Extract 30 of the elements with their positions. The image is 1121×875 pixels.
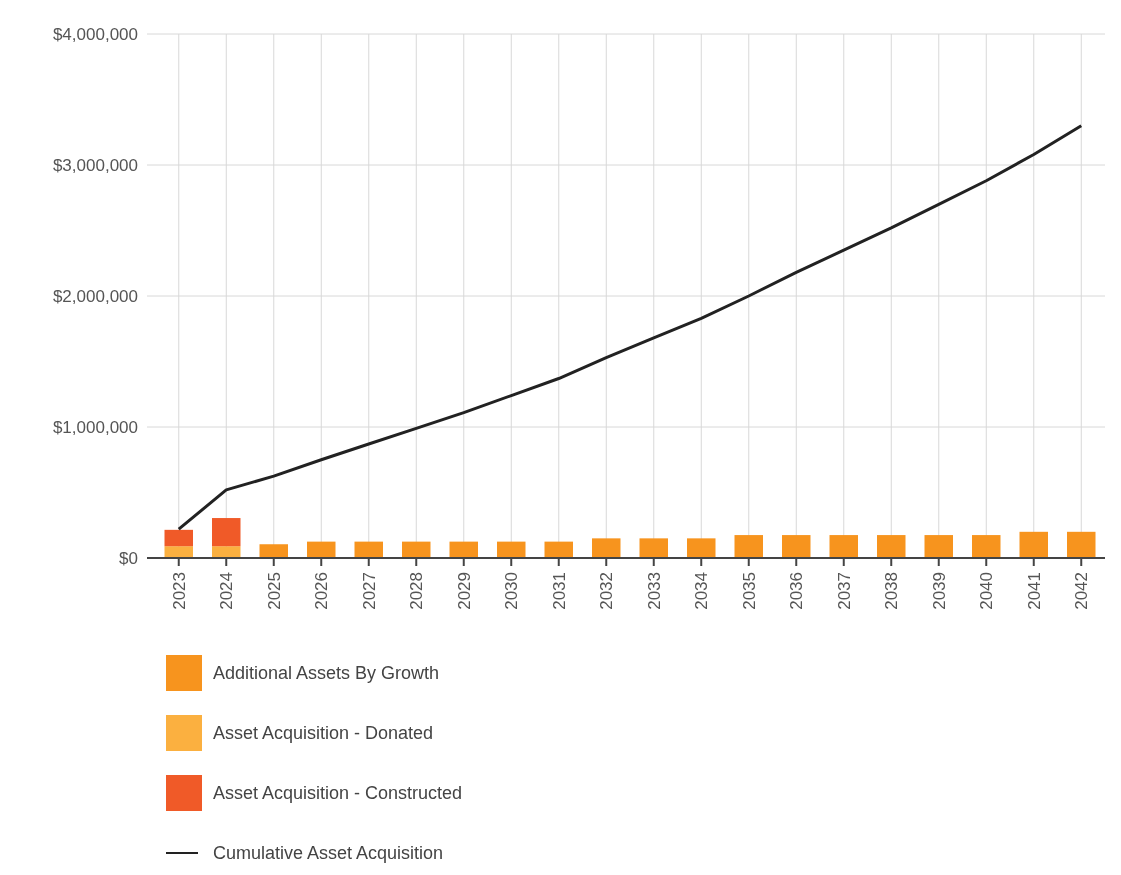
legend-label: Asset Acquisition - Donated — [213, 723, 434, 744]
x-tick-label: 2023 — [169, 572, 189, 610]
x-tick-label: 2038 — [882, 572, 902, 610]
y-tick-label: $1,000,000 — [52, 417, 138, 437]
x-tick-label: 2031 — [549, 572, 569, 610]
legend-label: Additional Assets By Growth — [213, 663, 440, 684]
x-tick-label: 2035 — [739, 572, 759, 610]
x-tick-label: 2030 — [502, 572, 522, 610]
x-tick-label: 2026 — [312, 572, 332, 610]
x-tick-label: 2037 — [834, 572, 854, 610]
x-tick-label: 2042 — [1072, 572, 1092, 610]
x-tick-label: 2041 — [1024, 572, 1044, 610]
y-tick-label: $2,000,000 — [52, 286, 138, 306]
x-tick-label: 2027 — [359, 572, 379, 610]
x-tick-label: 2039 — [929, 572, 949, 610]
y-tick-label: $0 — [119, 548, 138, 568]
x-tick-label: 2036 — [787, 572, 807, 610]
legend-label: Cumulative Asset Acquisition — [213, 843, 444, 864]
y-tick-label: $3,000,000 — [52, 155, 138, 175]
x-tick-label: 2025 — [264, 572, 284, 610]
x-tick-label: 2024 — [217, 572, 237, 610]
x-tick-label: 2033 — [644, 572, 664, 610]
x-tick-label: 2034 — [692, 572, 712, 610]
legend-label: Asset Acquisition - Constructed — [213, 783, 463, 804]
x-tick-label: 2040 — [977, 572, 997, 610]
y-tick-label: $4,000,000 — [52, 24, 138, 44]
x-tick-label: 2032 — [597, 572, 617, 610]
x-tick-label: 2029 — [454, 572, 474, 610]
line-series — [177, 124, 1083, 531]
x-tick-label: 2028 — [407, 572, 427, 610]
